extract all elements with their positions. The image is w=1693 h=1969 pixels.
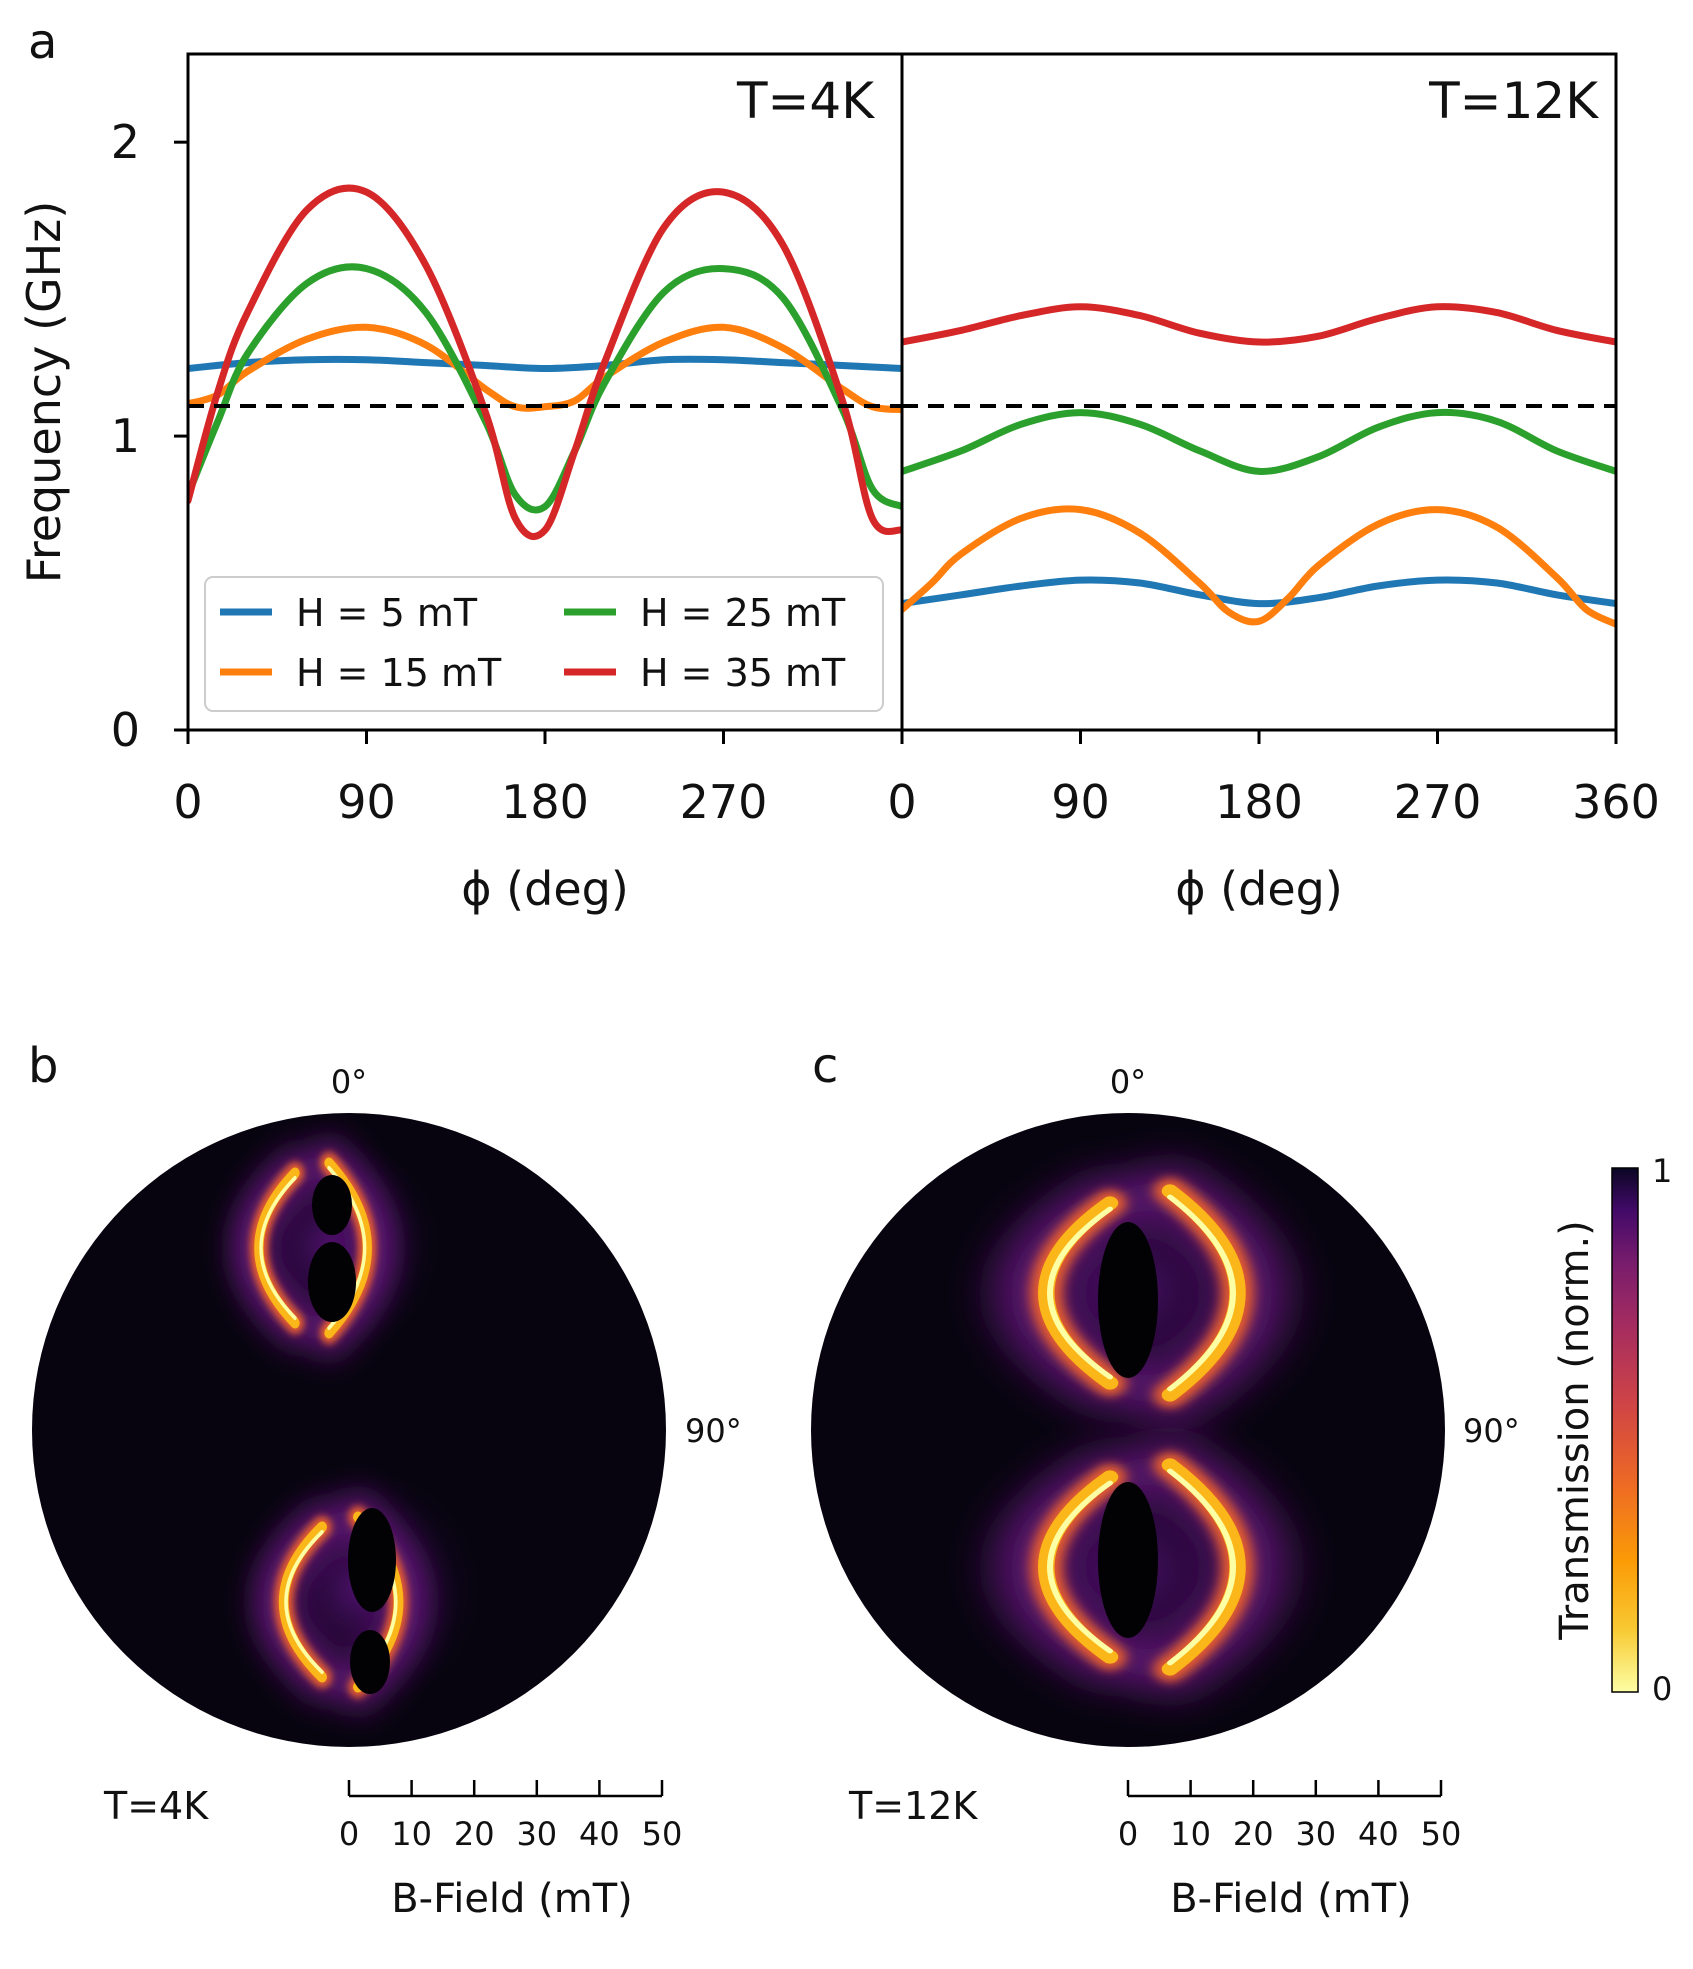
colorbar: 1 0 Transmission (norm.) bbox=[1552, 1152, 1672, 1708]
panel-label-b: b bbox=[28, 1038, 58, 1094]
x-tick-label: 270 bbox=[680, 775, 768, 829]
series-line-right-3 bbox=[902, 303, 1616, 346]
radial-tick-label: 20 bbox=[454, 1815, 495, 1853]
x-tick-label: 180 bbox=[501, 775, 589, 829]
x-axis-label-left: ϕ (deg) bbox=[461, 862, 629, 916]
legend-item-35mT: H = 35 mT bbox=[564, 651, 846, 695]
x-tick-label: 90 bbox=[337, 775, 396, 829]
radial-tick-label: 50 bbox=[642, 1815, 683, 1853]
line-chart-a: T=4K T=12K 0 1 2 0 90 180 270 0 90 180 270 360 Fr… bbox=[17, 52, 1660, 916]
series-line-left-2 bbox=[188, 263, 902, 514]
series-line-right-1 bbox=[902, 505, 1616, 628]
radial-axis-label-b: B-Field (mT) bbox=[391, 1876, 633, 1922]
svg-text:H = 5 mT: H = 5 mT bbox=[296, 591, 478, 635]
x-tick-label: 360 bbox=[1572, 775, 1660, 829]
x-tick-label: 270 bbox=[1394, 775, 1482, 829]
colorbar-min-label: 0 bbox=[1652, 1670, 1672, 1708]
y-tick-label: 1 bbox=[111, 409, 140, 463]
angle-label-0-b: 0° bbox=[331, 1063, 367, 1101]
plot-frame-right bbox=[900, 52, 1618, 732]
svg-text:H = 35 mT: H = 35 mT bbox=[640, 651, 846, 695]
radial-tick-label: 10 bbox=[391, 1815, 432, 1853]
svg-text:H = 25 mT: H = 25 mT bbox=[640, 591, 846, 635]
radial-tick-label: 10 bbox=[1170, 1815, 1211, 1853]
subplot-title-right: T=12K bbox=[1428, 72, 1599, 130]
x-tick-label: 180 bbox=[1215, 775, 1303, 829]
temperature-label-c: T=12K bbox=[848, 1784, 978, 1828]
legend: H = 5 mT H = 15 mT H = 25 mT H = 35 mT bbox=[204, 576, 884, 712]
angle-label-0-c: 0° bbox=[1110, 1063, 1146, 1101]
svg-text:H = 15 mT: H = 15 mT bbox=[296, 651, 502, 695]
angle-label-90-c: 90° bbox=[1463, 1412, 1520, 1450]
y-tick-label: 2 bbox=[111, 115, 140, 169]
x-tick-label: 0 bbox=[173, 775, 202, 829]
series-line-left-3 bbox=[188, 184, 902, 540]
polar-heatmap-c: 0° 90° T=12K 0 10 20 30 40 50 B-Field (mT) bbox=[811, 1063, 1520, 1922]
panel-label-a: a bbox=[28, 14, 57, 70]
x-tick-label: 90 bbox=[1051, 775, 1110, 829]
legend-item-15mT: H = 15 mT bbox=[220, 651, 502, 695]
legend-item-5mT: H = 5 mT bbox=[220, 591, 478, 635]
polar-heatmap-b: 0° 90° T=4K 0 10 20 30 40 50 B-Field (mT) bbox=[32, 1063, 742, 1922]
angle-label-90-b: 90° bbox=[685, 1412, 742, 1450]
radial-tick-label: 40 bbox=[579, 1815, 620, 1853]
y-tick-label: 0 bbox=[111, 703, 140, 757]
colorbar-label: Transmission (norm.) bbox=[1552, 1220, 1598, 1641]
transmission-map-c bbox=[970, 1160, 1290, 1700]
series-line-right-0 bbox=[902, 576, 1616, 608]
radial-tick-label: 30 bbox=[516, 1815, 557, 1853]
radial-tick-label: 0 bbox=[1118, 1815, 1138, 1853]
colorbar-max-label: 1 bbox=[1652, 1152, 1672, 1190]
radial-tick-label: 40 bbox=[1358, 1815, 1399, 1853]
y-axis-label: Frequency (GHz) bbox=[17, 201, 71, 584]
radial-axis-label-c: B-Field (mT) bbox=[1170, 1876, 1412, 1922]
colorbar-gradient bbox=[1611, 1167, 1639, 1693]
temperature-label-b: T=4K bbox=[103, 1784, 209, 1828]
radial-tick-label: 0 bbox=[339, 1815, 359, 1853]
x-tick-label: 0 bbox=[887, 775, 916, 829]
legend-item-25mT: H = 25 mT bbox=[564, 591, 846, 635]
series-line-right-2 bbox=[902, 408, 1616, 475]
subplot-title-left: T=4K bbox=[736, 72, 875, 130]
transmission-map-b bbox=[220, 1135, 480, 1710]
series-line-left-1 bbox=[188, 323, 902, 414]
radial-tick-label: 50 bbox=[1421, 1815, 1462, 1853]
series-line-left-0 bbox=[188, 355, 902, 372]
polar-disk-b bbox=[32, 1113, 666, 1747]
panel-label-c: c bbox=[812, 1038, 838, 1094]
radial-tick-label: 30 bbox=[1295, 1815, 1336, 1853]
radial-tick-label: 20 bbox=[1233, 1815, 1274, 1853]
x-axis-label-right: ϕ (deg) bbox=[1175, 862, 1343, 916]
